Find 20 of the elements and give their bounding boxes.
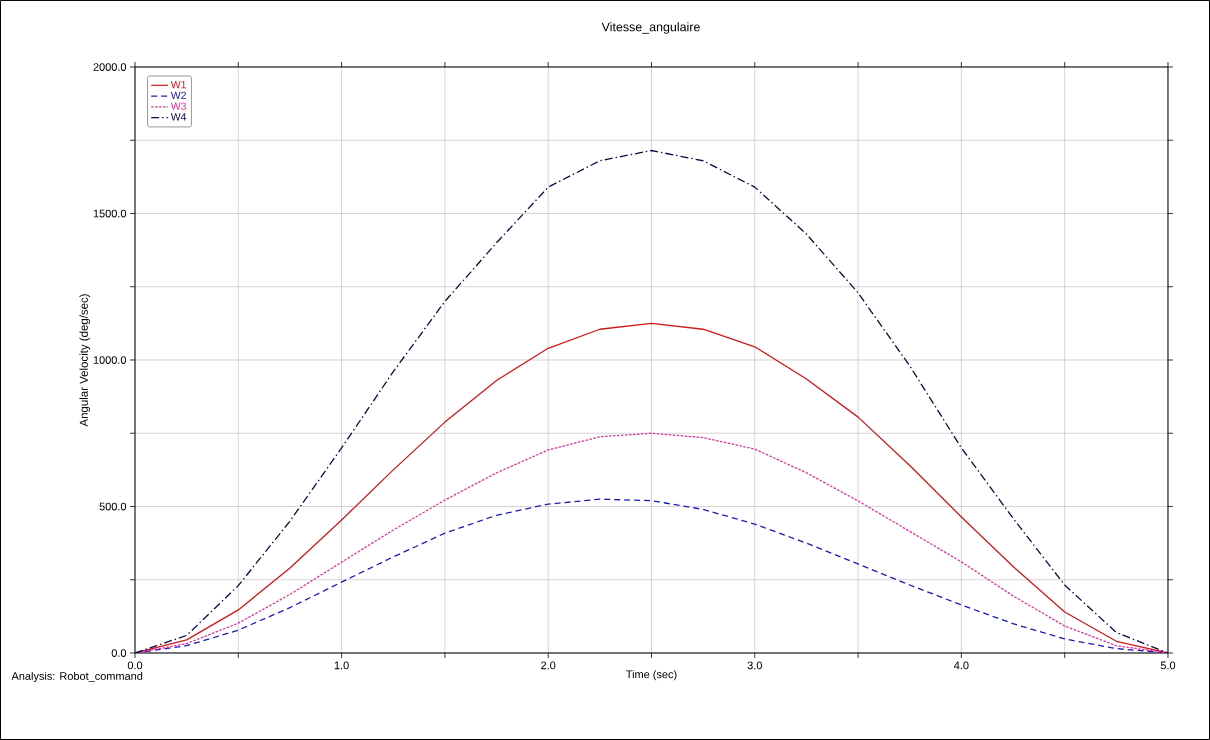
legend-label: W3 <box>170 102 187 110</box>
legend-label: W2 <box>170 91 186 99</box>
text: Analysis: Robot_command <box>11 671 143 683</box>
y-tick-label: 1000.0 <box>93 356 127 364</box>
x-tick-label: 2.0 <box>541 661 556 670</box>
x-tick-label: 0.0 <box>127 661 143 670</box>
x-axis-title: Time (sec) <box>626 670 677 681</box>
legend-label: W1 <box>170 80 186 89</box>
y-axis-title: Angular Velocity (deg/sec) <box>79 294 91 427</box>
legend-label: W4 <box>170 113 187 121</box>
y-tick-label: 1500.0 <box>93 209 127 218</box>
y-tick-label: 2000.0 <box>93 63 127 71</box>
x-tick-label: 4.0 <box>954 661 969 670</box>
y-tick-label: 0.0 <box>111 649 127 657</box>
y-tick-label: 500.0 <box>99 502 127 511</box>
chart-title: Vitesse_angulaire <box>601 22 700 34</box>
x-tick-label: 1.0 <box>334 661 349 670</box>
x-tick-label: 5.0 <box>1160 661 1176 670</box>
line-series <box>135 149 1168 653</box>
x-tick-label: 3.0 <box>747 661 762 670</box>
